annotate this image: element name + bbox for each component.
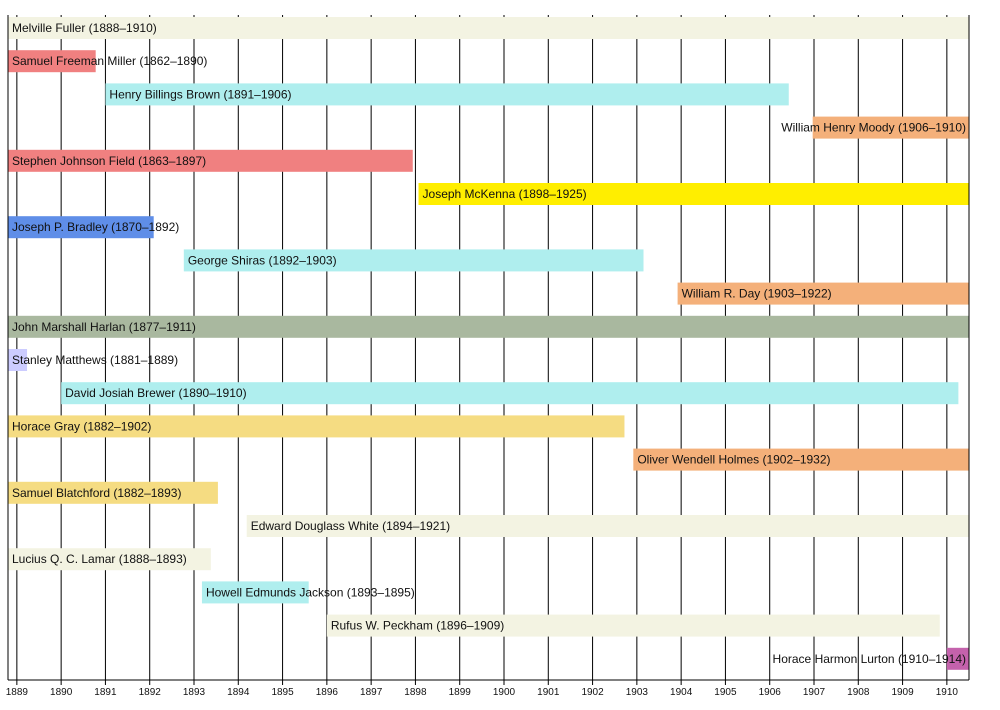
- bar-group: Horace Harmon Lurton (1910–1914): [773, 647, 969, 670]
- bar-group: Lucius Q. C. Lamar (1888–1893): [8, 548, 211, 571]
- bar-label: Joseph P. Bradley (1870–1892): [12, 220, 179, 234]
- tick-label-1910: 1910: [936, 687, 959, 698]
- tick-label-1899: 1899: [449, 687, 472, 698]
- bar-label: Stephen Johnson Field (1863–1897): [12, 154, 206, 168]
- tick-label-1892: 1892: [139, 687, 162, 698]
- bar: [8, 349, 28, 371]
- bar-label: Henry Billings Brown (1891–1906): [109, 87, 291, 101]
- bar-group: Henry Billings Brown (1891–1906): [105, 83, 789, 106]
- bar: [183, 249, 644, 272]
- bar-label: Samuel Blatchford (1882–1893): [12, 486, 181, 500]
- bar: [8, 481, 218, 504]
- tick-label-1906: 1906: [759, 687, 782, 698]
- bar: [8, 216, 154, 239]
- tick-label-1904: 1904: [670, 687, 693, 698]
- bar-group: Samuel Freeman Miller (1862–1890): [8, 50, 207, 73]
- bar: [812, 116, 969, 139]
- tick-label-1897: 1897: [360, 687, 383, 698]
- bar-label: Edward Douglass White (1894–1921): [251, 519, 450, 533]
- bar-group: Rufus W. Peckham (1896–1909): [326, 614, 940, 637]
- bar: [946, 647, 969, 670]
- bar: [418, 183, 969, 205]
- bar: [201, 581, 309, 604]
- bar: [633, 448, 969, 471]
- bar: [8, 315, 969, 338]
- bar-label: Horace Harmon Lurton (1910–1914): [773, 652, 966, 666]
- tick-label-1890: 1890: [50, 687, 73, 698]
- gridlines: [16, 15, 948, 685]
- bar-group: Horace Gray (1882–1902): [8, 415, 625, 438]
- bar-group: Joseph P. Bradley (1870–1892): [8, 216, 179, 239]
- tick-label-1898: 1898: [404, 687, 427, 698]
- x-axis: 1889 1890 1891 1892 1893 1894 1895 1896 1897 1898…: [6, 15, 970, 698]
- bar: [326, 614, 940, 637]
- bar: [8, 149, 413, 172]
- tick-label-1901: 1901: [537, 687, 560, 698]
- bar: [246, 515, 969, 537]
- bar: [8, 548, 211, 571]
- bars: Melville Fuller (1888–1910) Samuel Freema…: [8, 17, 969, 670]
- bar-label: Howell Edmunds Jackson (1893–1895): [206, 585, 415, 599]
- bar-label: Rufus W. Peckham (1896–1909): [331, 619, 504, 633]
- bar-label: John Marshall Harlan (1877–1911): [12, 320, 196, 334]
- bar: [105, 83, 789, 106]
- bar-label: William Henry Moody (1906–1910): [781, 121, 966, 135]
- bar-group: George Shiras (1892–1903): [183, 249, 644, 272]
- tick-label-1903: 1903: [626, 687, 649, 698]
- tick-label-1889: 1889: [6, 687, 29, 698]
- tick-label-1896: 1896: [316, 687, 339, 698]
- bar-label: Lucius Q. C. Lamar (1888–1893): [12, 552, 187, 566]
- bar-label: Oliver Wendell Holmes (1902–1932): [637, 453, 830, 467]
- bar-label: Melville Fuller (1888–1910): [12, 21, 157, 35]
- bar: [8, 415, 625, 438]
- bar-group: John Marshall Harlan (1877–1911): [8, 315, 969, 338]
- bar-label: William R. Day (1903–1922): [682, 287, 832, 301]
- bar: [8, 50, 96, 73]
- bar-group: William R. Day (1903–1922): [677, 282, 969, 305]
- tick-label-1895: 1895: [271, 687, 294, 698]
- bar-group: Stephen Johnson Field (1863–1897): [8, 149, 413, 172]
- bar: [8, 17, 969, 39]
- bar-group: Samuel Blatchford (1882–1893): [8, 481, 218, 504]
- bar-label: Joseph McKenna (1898–1925): [423, 187, 587, 201]
- bar-label: David Josiah Brewer (1890–1910): [65, 386, 246, 400]
- tick-label-1908: 1908: [847, 687, 870, 698]
- bar-group: Stanley Matthews (1881–1889): [8, 349, 178, 371]
- bar-label: Samuel Freeman Miller (1862–1890): [12, 54, 207, 68]
- tick-label-1891: 1891: [94, 687, 117, 698]
- bar-group: Melville Fuller (1888–1910): [8, 17, 969, 39]
- tick-label-1894: 1894: [227, 687, 250, 698]
- bar-group: William Henry Moody (1906–1910): [781, 116, 969, 139]
- bar-label: George Shiras (1892–1903): [188, 253, 337, 267]
- bar: [677, 282, 969, 305]
- tick-label-1909: 1909: [891, 687, 914, 698]
- bar-label: Horace Gray (1882–1902): [12, 419, 151, 433]
- tick-label-1893: 1893: [183, 687, 206, 698]
- bar: [61, 382, 959, 405]
- bar-group: Edward Douglass White (1894–1921): [246, 515, 969, 537]
- tick-label-1907: 1907: [803, 687, 826, 698]
- bar-group: David Josiah Brewer (1890–1910): [61, 382, 959, 405]
- bar-label: Stanley Matthews (1881–1889): [12, 353, 178, 367]
- bar-group: Joseph McKenna (1898–1925): [418, 183, 969, 205]
- bar-group: Oliver Wendell Holmes (1902–1932): [633, 448, 969, 471]
- bar-group: Howell Edmunds Jackson (1893–1895): [201, 581, 415, 604]
- tick-label-1902: 1902: [581, 687, 604, 698]
- tick-label-1900: 1900: [493, 687, 516, 698]
- tick-label-1905: 1905: [714, 687, 737, 698]
